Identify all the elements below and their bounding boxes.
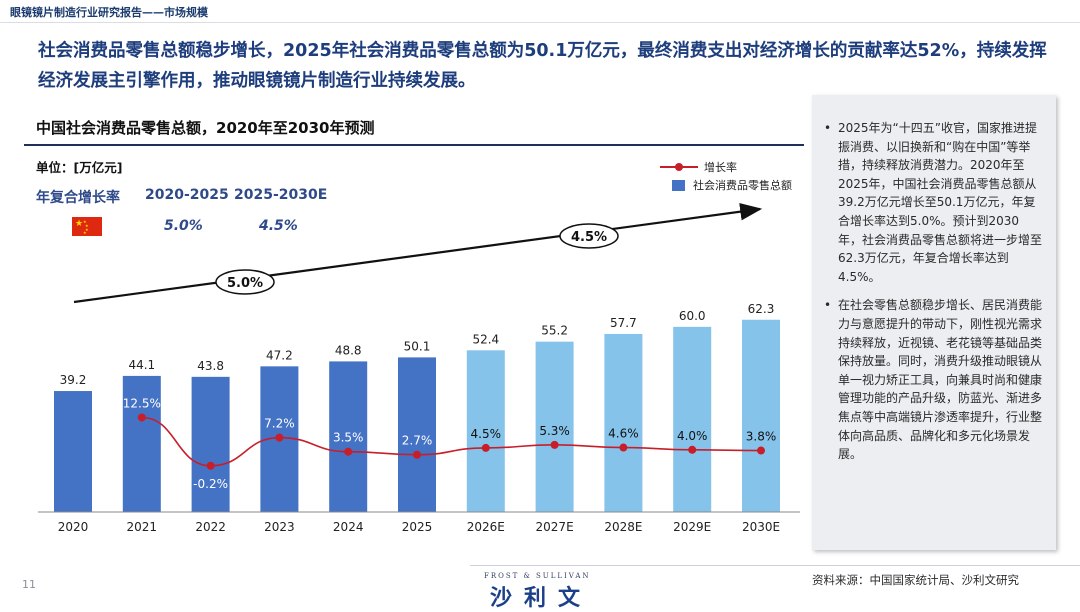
china-flag-icon: ★ ★ ★ ★ ★ [72, 217, 102, 236]
growth-rate-point [344, 447, 353, 456]
legend-line-marker [660, 163, 698, 171]
x-tick-label: 2024 [333, 520, 364, 534]
growth-rate-label: 3.5% [333, 431, 364, 445]
cagr-bubble-2 [559, 223, 619, 249]
bar-value-label: 62.3 [748, 302, 775, 316]
chart-title-rule [24, 144, 804, 146]
x-tick-label: 2022 [195, 520, 226, 534]
unit-label: 单位：[万亿元] [36, 160, 123, 175]
growth-rate-label: 7.2% [264, 417, 295, 431]
growth-rate-label: 12.5% [123, 397, 161, 411]
footer-divider [470, 565, 1080, 566]
bar-2028E [604, 333, 643, 512]
growth-rate-point [275, 433, 284, 442]
bar-2027E [535, 341, 574, 512]
bar-value-label: 55.2 [541, 324, 568, 338]
header-divider [0, 22, 1080, 23]
logo-wordmark: FROST & SULLIVAN [484, 572, 591, 580]
logo-chinese: 沙利文 [490, 586, 593, 611]
growth-rate-label: -0.2% [193, 477, 228, 491]
growth-rate-label: 3.8% [746, 430, 777, 444]
growth-rate-label: 4.0% [677, 429, 708, 443]
x-tick-label: 2025 [402, 520, 433, 534]
bar-value-label: 57.7 [610, 316, 637, 330]
cagr-value-2: 4.5% [259, 218, 298, 234]
x-tick-label: 2027E [536, 520, 574, 534]
growth-rate-line [141, 416, 762, 467]
bar-2020 [54, 391, 92, 512]
cagr-period-2: 2025-2030E [234, 187, 328, 203]
x-tick-label: 2030E [742, 520, 780, 534]
x-tick-label: 2029E [673, 520, 711, 534]
cagr-bubble-1 [215, 269, 275, 295]
bar-2029E [673, 326, 712, 512]
page-headline: 社会消费品零售总额稳步增长，2025年社会消费品零售总额为50.1万亿元，最终消… [38, 41, 1047, 91]
legend-item-growth: 增长率 [660, 158, 792, 176]
chart-legend: 增长率 社会消费品零售总额 [660, 158, 792, 194]
growth-rate-label: 4.6% [608, 427, 639, 441]
legend-item-retail: 社会消费品零售总额 [660, 176, 792, 194]
growth-rate-point [619, 443, 628, 452]
bar-2021 [122, 375, 161, 512]
insight-panel: 2025年为“十四五”收官，国家推进提振消费、以旧换新和“购在中国”等举措，持续… [812, 95, 1056, 550]
growth-rate-point [688, 445, 697, 454]
trend-arrow [73, 202, 763, 304]
bar-value-label: 47.2 [266, 348, 293, 362]
growth-rate-label: 2.7% [402, 434, 433, 448]
bar-value-label: 39.2 [60, 373, 87, 387]
report-header: 眼镜镜片制造行业研究报告——市场规模 [10, 6, 208, 19]
legend-bar-marker [672, 179, 685, 191]
growth-rate-point [757, 446, 765, 455]
cagr-bubble-2-label: 4.5% [571, 230, 607, 245]
page-number: 11 [22, 578, 36, 591]
x-tick-label: 2026E [467, 520, 505, 534]
growth-rate-point [481, 443, 490, 452]
growth-rate-label: 4.5% [471, 427, 502, 441]
bar-value-label: 52.4 [472, 332, 499, 346]
cagr-bubble-1-label: 5.0% [227, 276, 263, 291]
source-note: 资料来源：中国国家统计局、沙利文研究 [812, 573, 1019, 587]
growth-rate-point [137, 413, 146, 422]
bar-2026E [466, 350, 505, 512]
bar-value-label: 43.8 [197, 359, 224, 373]
bar-value-label: 60.0 [679, 309, 706, 323]
x-tick-label: 2023 [264, 520, 295, 534]
growth-rate-label: 5.3% [539, 424, 570, 438]
bar-2022 [191, 376, 230, 512]
cagr-period-1: 2020-2025 [145, 187, 229, 203]
growth-rate-point [413, 450, 421, 459]
chart-title: 中国社会消费品零售总额，2020年至2030年预测 [36, 119, 375, 137]
x-tick-label: 2020 [58, 520, 89, 534]
bar-2030E [742, 319, 780, 512]
insight-bullet-1: 2025年为“十四五”收官，国家推进提振消费、以旧换新和“购在中国”等举措，持续… [824, 119, 1042, 286]
cagr-label: 年复合增长率 [36, 190, 120, 206]
bar-value-label: 44.1 [128, 358, 155, 372]
insight-bullet-2: 在社会零售总额稳步增长、居民消费能力与意愿提升的带动下，刚性视光需求持续释放，近… [824, 296, 1042, 463]
bar-2025 [398, 357, 436, 512]
bar-2024 [329, 361, 368, 512]
bar-value-label: 48.8 [335, 343, 362, 357]
x-tick-label: 2028E [604, 520, 642, 534]
bar-value-label: 50.1 [404, 339, 431, 353]
x-tick-label: 2021 [127, 520, 158, 534]
growth-rate-point [550, 440, 559, 449]
growth-rate-point [206, 461, 215, 470]
cagr-value-1: 5.0% [164, 218, 203, 234]
